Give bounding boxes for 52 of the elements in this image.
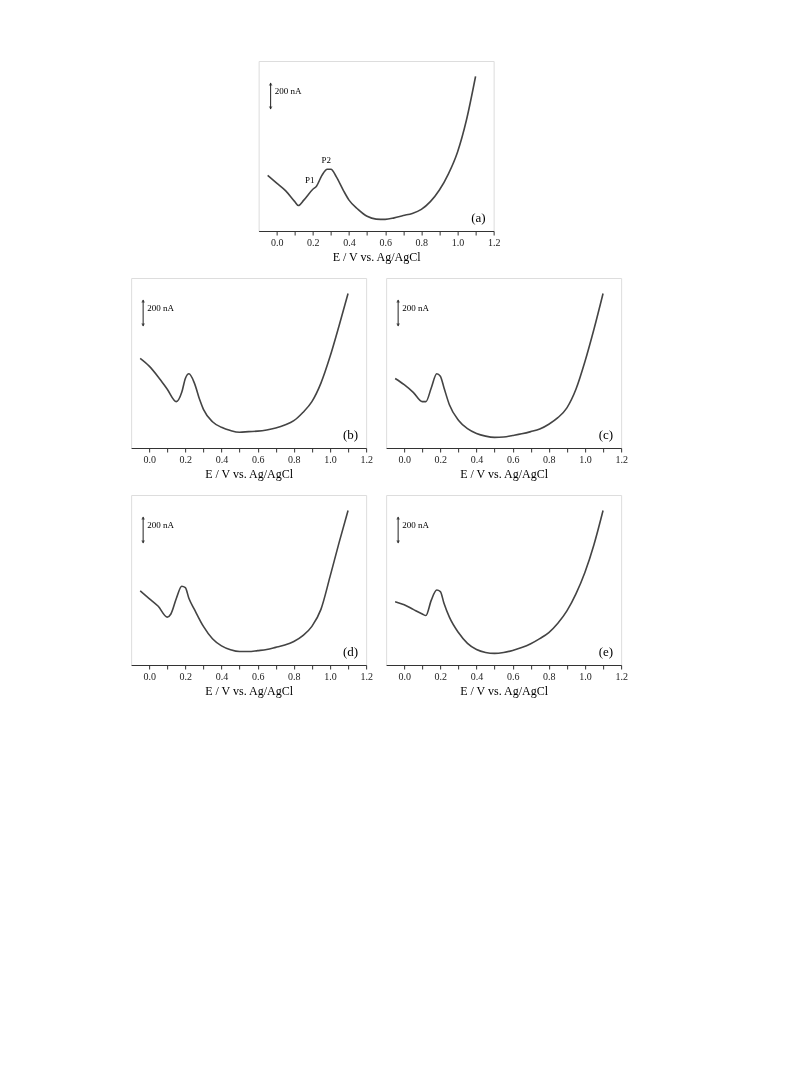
annotation: 200 nA xyxy=(274,86,302,96)
x-tick-label: 1.0 xyxy=(579,453,592,465)
x-tick-label: 0.4 xyxy=(215,453,229,465)
x-tick-label: 1.0 xyxy=(324,453,337,465)
x-tick-label: 0.2 xyxy=(179,453,193,465)
annotation: 200 nA xyxy=(402,303,430,313)
x-tick-label: 0.6 xyxy=(251,453,265,465)
x-axis-title: E / V vs. Ag/AgCl xyxy=(205,466,294,481)
x-tick-label: 1.2 xyxy=(615,453,628,465)
x-axis-title: E / V vs. Ag/AgCl xyxy=(460,466,549,481)
annotation: (e) xyxy=(598,644,614,659)
x-tick-label: 0.2 xyxy=(307,236,320,248)
x-tick-label: 0.4 xyxy=(470,453,484,465)
x-tick-label: 0.4 xyxy=(343,236,356,248)
x-tick-label: 0.0 xyxy=(398,670,411,682)
x-tick-label: 1.0 xyxy=(579,670,592,682)
x-tick-label: 0.4 xyxy=(215,670,229,682)
x-tick-label: 0.2 xyxy=(434,453,448,465)
annotation: P1 xyxy=(305,175,315,186)
x-tick-label: 0.8 xyxy=(543,670,556,682)
x-tick-label: 1.0 xyxy=(324,670,337,682)
x-tick-label: 0.6 xyxy=(251,670,265,682)
annotation: P2 xyxy=(321,155,331,166)
x-tick-label: 0.4 xyxy=(470,670,484,682)
annotation: (b) xyxy=(342,427,359,442)
x-axis-title: E / V vs. Ag/AgCl xyxy=(332,249,422,264)
x-tick-label: 0.2 xyxy=(179,670,193,682)
x-tick-label: 0.6 xyxy=(506,453,520,465)
x-tick-label: 0.6 xyxy=(379,236,392,248)
annotation: (a) xyxy=(471,210,486,225)
x-axis-title: E / V vs. Ag/AgCl xyxy=(205,683,294,698)
x-axis-title: E / V vs. Ag/AgCl xyxy=(460,683,549,698)
x-tick-label: 0.8 xyxy=(288,670,301,682)
annotation: (d) xyxy=(342,644,359,659)
x-tick-label: 0.0 xyxy=(270,236,284,248)
x-tick-label: 0.0 xyxy=(143,453,156,465)
annotation: 200 nA xyxy=(147,520,175,530)
x-tick-label: 0.2 xyxy=(434,670,448,682)
x-tick-label: 0.8 xyxy=(543,453,556,465)
x-tick-label: 0.0 xyxy=(143,670,156,682)
x-tick-label: 0.6 xyxy=(506,670,520,682)
x-tick-label: 0.0 xyxy=(398,453,411,465)
x-tick-label: 0.8 xyxy=(288,453,301,465)
x-tick-label: 0.8 xyxy=(415,236,429,248)
x-tick-label: 1.0 xyxy=(451,236,465,248)
annotation: (c) xyxy=(598,427,614,442)
x-tick-label: 1.2 xyxy=(360,453,373,465)
annotation: 200 nA xyxy=(402,520,430,530)
x-tick-label: 1.2 xyxy=(487,236,501,248)
x-tick-label: 1.2 xyxy=(615,670,628,682)
annotation: 200 nA xyxy=(147,303,175,313)
x-tick-label: 1.2 xyxy=(360,670,373,682)
